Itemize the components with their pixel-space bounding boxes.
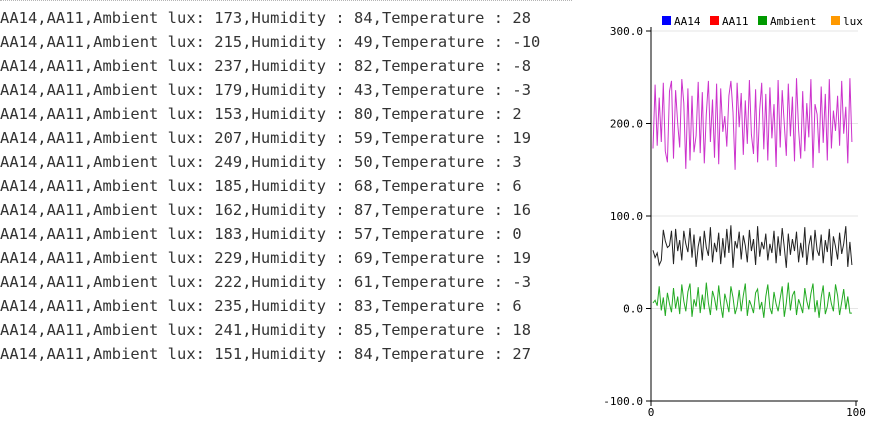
plot-chart: 300.0 200.0 100.0 0.0 -100.0 0 100 AA14 AA11 Ambi… xyxy=(603,15,866,419)
legend-label-ambient: Ambient xyxy=(770,15,816,28)
serial-line: AA14,AA11,Ambient lux: 162,Humidity : 87… xyxy=(0,201,532,219)
legend-swatch-lux xyxy=(831,16,840,25)
legend-label-aa14: AA14 xyxy=(674,15,701,28)
legend-swatch-ambient xyxy=(758,16,767,25)
serial-line: AA14,AA11,Ambient lux: 215,Humidity : 49… xyxy=(0,33,541,51)
serial-output-lines: AA14,AA11,Ambient lux: 173,Humidity : 84… xyxy=(0,8,540,368)
serial-line: AA14,AA11,Ambient lux: 185,Humidity : 68… xyxy=(0,177,522,195)
series-line-3 xyxy=(652,282,852,318)
serial-line: AA14,AA11,Ambient lux: 153,Humidity : 80… xyxy=(0,105,522,123)
serial-line: AA14,AA11,Ambient lux: 173,Humidity : 84… xyxy=(0,9,532,27)
serial-monitor-output: AA14,AA11,Ambient lux: 173,Humidity : 84… xyxy=(0,0,572,368)
serial-plotter: 300.0 200.0 100.0 0.0 -100.0 0 100 AA14 AA11 Ambi… xyxy=(588,0,889,425)
y-tick-label: 200.0 xyxy=(610,118,643,131)
serial-line: AA14,AA11,Ambient lux: 249,Humidity : 50… xyxy=(0,153,522,171)
y-tick-label: 300.0 xyxy=(610,25,643,38)
series-line-2 xyxy=(652,225,853,268)
legend-label-aa11: AA11 xyxy=(722,15,749,28)
legend-swatch-aa11 xyxy=(710,16,719,25)
serial-line: AA14,AA11,Ambient lux: 222,Humidity : 61… xyxy=(0,273,532,291)
output-top-border xyxy=(0,0,572,1)
serial-line: AA14,AA11,Ambient lux: 183,Humidity : 57… xyxy=(0,225,522,243)
serial-line: AA14,AA11,Ambient lux: 151,Humidity : 84… xyxy=(0,345,532,363)
series-line-1 xyxy=(652,78,853,170)
serial-line: AA14,AA11,Ambient lux: 235,Humidity : 83… xyxy=(0,297,522,315)
x-tick-label: 0 xyxy=(648,406,655,419)
y-tick-label: 0.0 xyxy=(623,303,643,316)
serial-line: AA14,AA11,Ambient lux: 229,Humidity : 69… xyxy=(0,249,532,267)
serial-line: AA14,AA11,Ambient lux: 237,Humidity : 82… xyxy=(0,57,532,75)
x-tick-label: 100 xyxy=(846,406,866,419)
y-tick-label: 100.0 xyxy=(610,210,643,223)
serial-line: AA14,AA11,Ambient lux: 241,Humidity : 85… xyxy=(0,321,532,339)
y-tick-label: -100.0 xyxy=(603,395,643,408)
serial-line: AA14,AA11,Ambient lux: 179,Humidity : 43… xyxy=(0,81,532,99)
legend-label-lux: lux xyxy=(843,15,863,28)
serial-line: AA14,AA11,Ambient lux: 207,Humidity : 59… xyxy=(0,129,532,147)
legend-swatch-aa14 xyxy=(662,16,671,25)
